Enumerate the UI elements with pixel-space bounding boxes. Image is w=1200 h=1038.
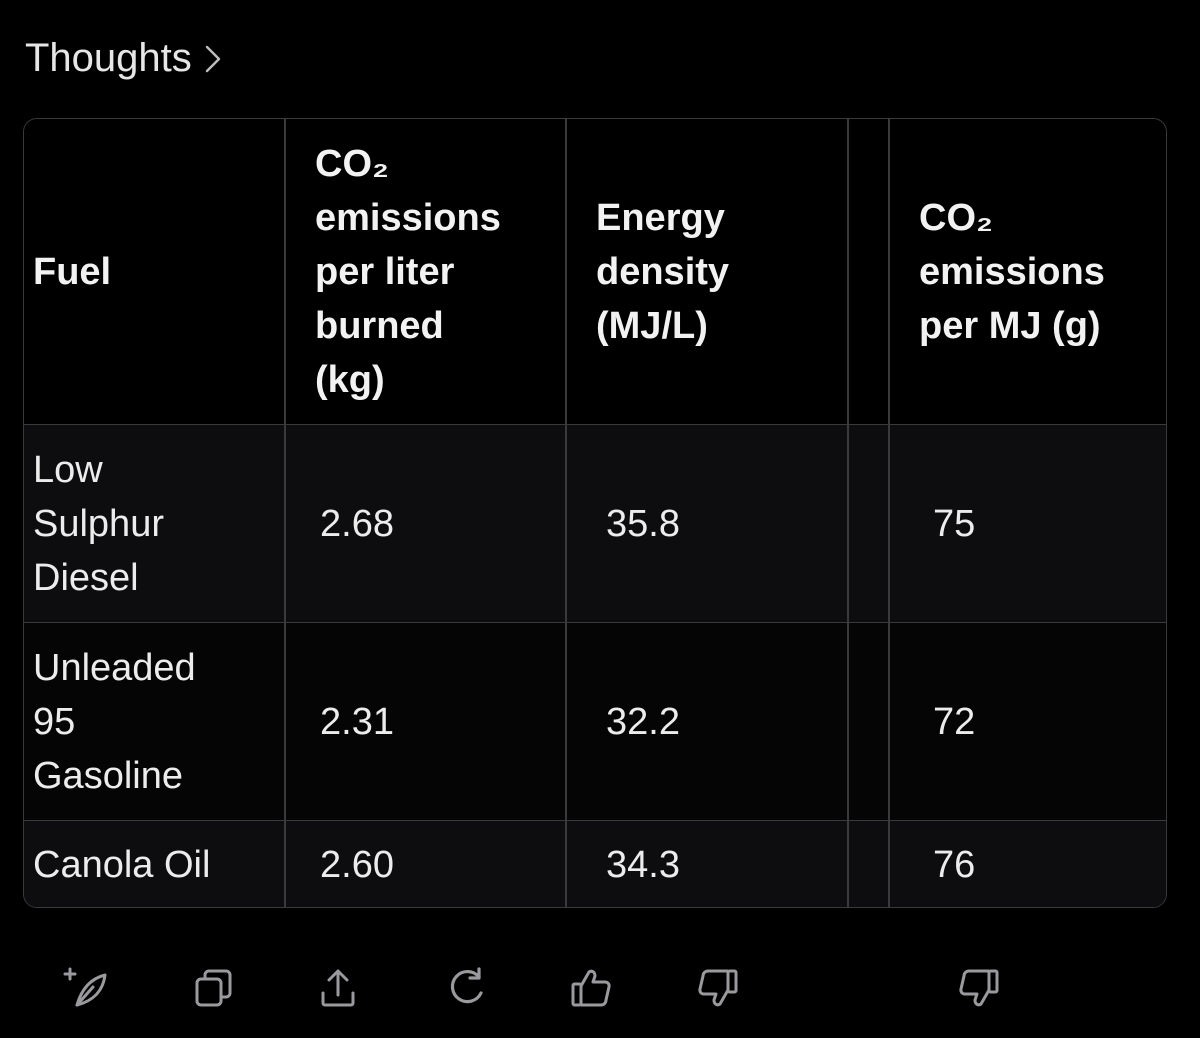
share-button[interactable] <box>312 962 364 1014</box>
thumbs-down-button[interactable] <box>953 962 1005 1014</box>
table-cell-co2-per-liter: 2.68 <box>320 502 394 545</box>
message-action-bar <box>0 962 1200 1022</box>
table-cell-co2-per-liter: 2.60 <box>320 844 394 886</box>
table-cell-co2-per-mj: 76 <box>933 844 976 886</box>
thumbs-down-icon <box>695 965 741 1011</box>
table-cell-co2-per-mj: 72 <box>933 700 976 743</box>
table-cell-co2-per-liter: 2.31 <box>320 700 394 743</box>
table-cell-energy-density: 34.3 <box>606 844 680 886</box>
column-header-fuel: Fuel <box>33 250 112 293</box>
column-header-energy-density: Energy density (MJ/L) <box>596 196 730 347</box>
share-icon <box>315 965 361 1011</box>
table-row: Unleaded 95 Gasoline 2.31 32.2 72 <box>24 623 1166 821</box>
thoughts-label: Thoughts <box>25 36 192 80</box>
copy-icon <box>190 965 236 1011</box>
table-cell-energy-density: 35.8 <box>606 502 680 545</box>
column-divider <box>284 119 286 907</box>
table-cell-fuel: Low Sulphur Diesel <box>33 448 164 599</box>
edit-sparkle-button[interactable] <box>60 962 112 1014</box>
thoughts-toggle[interactable]: Thoughts <box>25 36 222 81</box>
edit-sparkle-icon <box>63 965 109 1011</box>
column-header-co2-per-mj: CO₂ emissions per MJ (g) <box>919 196 1105 347</box>
table-header-row: Fuel CO₂ emissions per liter burned (kg)… <box>24 119 1166 425</box>
thumbs-up-button[interactable] <box>565 962 617 1014</box>
column-header-co2-per-liter: CO₂ emissions per liter burned (kg) <box>315 142 501 401</box>
regenerate-button[interactable] <box>440 962 492 1014</box>
table-row: Canola Oil 2.60 34.3 76 <box>24 821 1166 907</box>
column-divider <box>888 119 890 907</box>
chevron-right-icon <box>204 44 222 74</box>
table-cell-energy-density: 32.2 <box>606 700 680 743</box>
table-row: Low Sulphur Diesel 2.68 35.8 75 <box>24 425 1166 623</box>
column-divider <box>847 119 849 907</box>
table-cell-fuel: Unleaded 95 Gasoline <box>33 646 196 797</box>
table-cell-co2-per-mj: 75 <box>933 502 976 545</box>
copy-button[interactable] <box>187 962 239 1014</box>
column-divider <box>565 119 567 907</box>
thumbs-down-button[interactable] <box>692 962 744 1014</box>
regenerate-icon <box>443 965 489 1011</box>
table-cell-fuel: Canola Oil <box>33 844 211 886</box>
fuel-comparison-table: Fuel CO₂ emissions per liter burned (kg)… <box>23 118 1167 908</box>
thumbs-down-icon <box>956 965 1002 1011</box>
thumbs-up-icon <box>568 965 614 1011</box>
